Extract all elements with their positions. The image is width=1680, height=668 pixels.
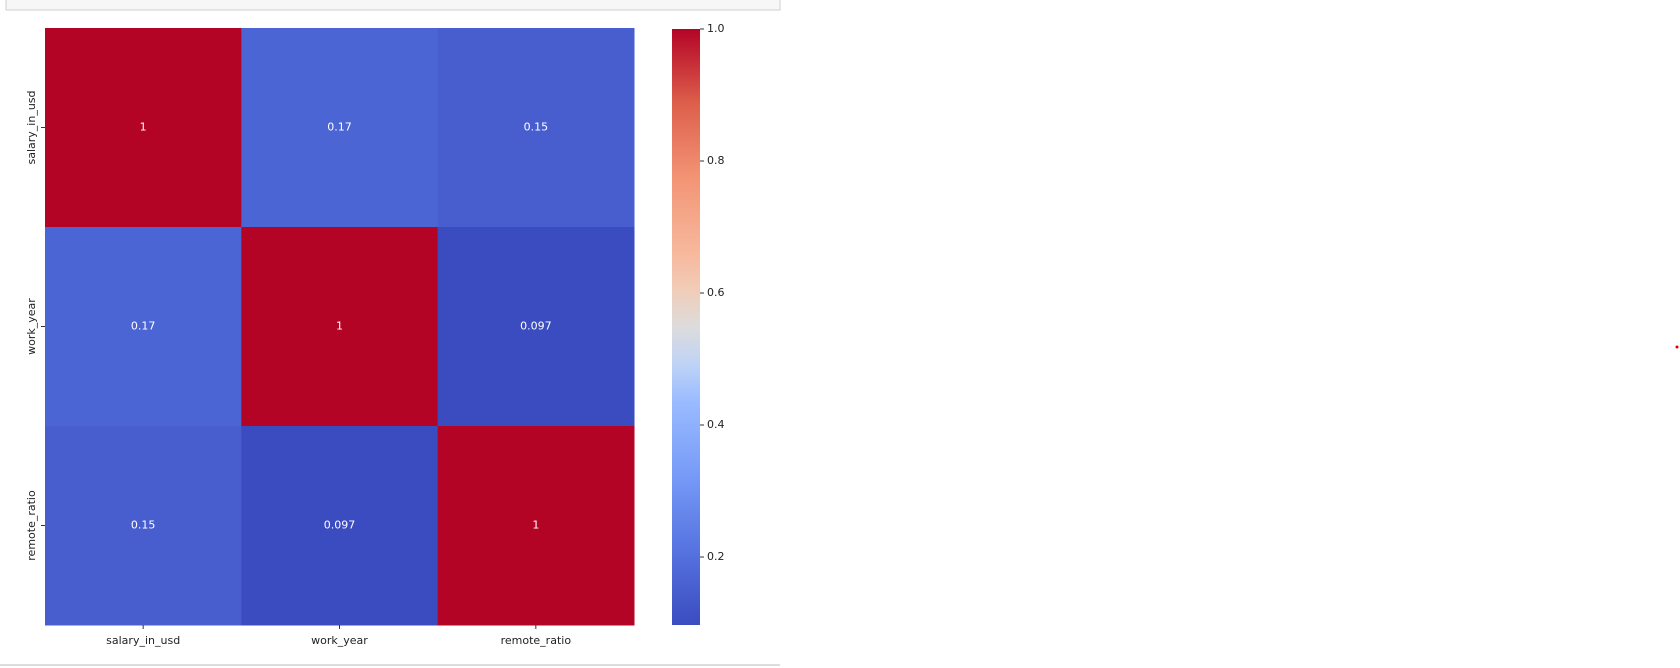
cell-annotation: 0.097 — [520, 320, 552, 333]
colorbar-tick-label: 1.0 — [707, 22, 725, 35]
heatmap-cell — [241, 426, 439, 626]
y-tick-label: salary_in_usd — [25, 90, 38, 164]
cell-annotation: 0.097 — [324, 519, 356, 532]
colorbar-tick-label: 0.6 — [707, 286, 725, 299]
y-tick-label: work_year — [25, 298, 38, 355]
heatmap-cell — [437, 426, 635, 626]
colorbar-tick-label: 0.8 — [707, 154, 725, 167]
heatmap-cell — [437, 28, 635, 228]
cursor-dot — [1675, 345, 1679, 349]
cell-annotation: 1 — [336, 320, 343, 333]
y-tick-label: remote_ratio — [25, 490, 38, 561]
cell-annotation: 1 — [532, 519, 539, 532]
heatmap-cell — [437, 227, 635, 427]
cell-annotation: 0.17 — [327, 121, 352, 134]
heatmap-cell — [241, 28, 439, 228]
x-tick-label: remote_ratio — [501, 634, 572, 647]
heatmap-cell — [45, 227, 242, 427]
heatmap-cell — [45, 28, 242, 228]
colorbar — [672, 29, 700, 625]
cell-annotation: 1 — [140, 121, 147, 134]
cell-annotation: 0.15 — [524, 121, 549, 134]
code-cell — [5, 0, 781, 11]
cell-annotation: 0.15 — [131, 519, 156, 532]
colorbar-tick-label: 0.2 — [707, 550, 725, 563]
cell-annotation: 0.17 — [131, 320, 156, 333]
heatmap-cell — [45, 426, 242, 626]
heatmap-cell — [241, 227, 439, 427]
colorbar-tick-label: 0.4 — [707, 418, 725, 431]
x-tick-label: salary_in_usd — [106, 634, 180, 647]
x-tick-label: work_year — [311, 634, 368, 647]
